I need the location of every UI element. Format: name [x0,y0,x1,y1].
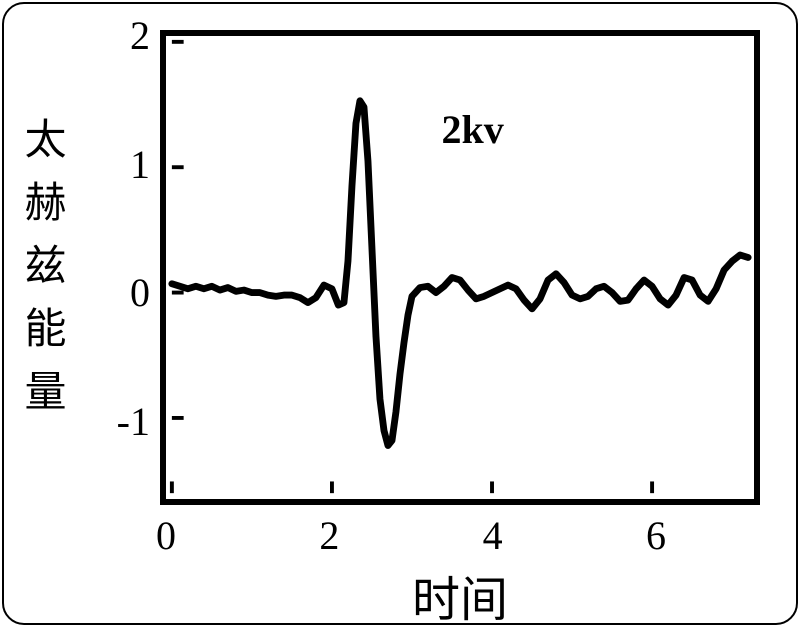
x-tick-marks [172,481,652,493]
ylabel-char: 兹 [24,236,66,299]
ylabel-char: 太 [24,110,66,173]
ylabel-char: 能 [24,299,66,362]
x-tick-label: 0 [136,512,196,559]
y-tick-label: 0 [80,269,150,316]
y-tick-label: -1 [80,398,150,445]
y-axis-label: 太 赫 兹 能 量 [18,30,73,505]
ylabel-char: 量 [24,362,66,425]
x-tick-label: 4 [463,512,523,559]
figure-container: 太 赫 兹 能 量 时间 2kv 0 2 4 6 -1 0 1 2 [0,0,804,631]
y-tick-marks [172,42,184,418]
x-axis-label: 时间 [160,560,760,630]
ylabel-char: 赫 [24,173,66,236]
series-annotation: 2kv [442,106,504,153]
x-tick-label: 6 [626,512,686,559]
plot-area: 2kv [160,30,760,505]
x-tick-label: 2 [299,512,359,559]
y-tick-label: 2 [80,12,150,59]
y-tick-label: 1 [80,141,150,188]
